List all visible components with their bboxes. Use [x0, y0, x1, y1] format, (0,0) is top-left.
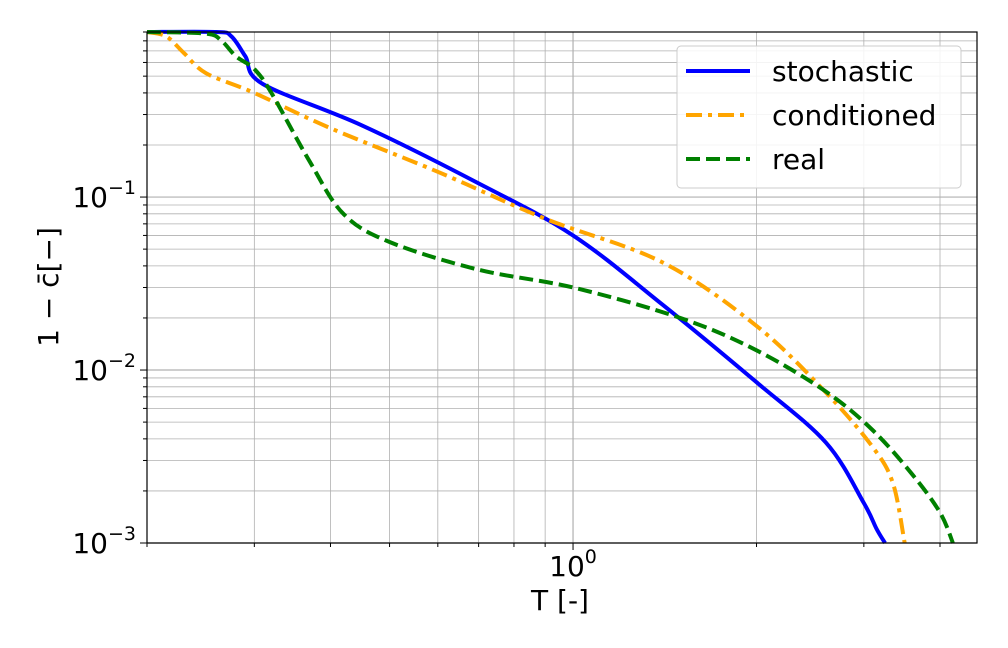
series-line-conditioned: [146, 30, 907, 544]
series-lines: [146, 29, 955, 545]
legend: stochastic conditioned real: [676, 45, 962, 189]
legend-label-stochastic: stochastic: [772, 55, 914, 88]
y-tick-label: 10−2: [72, 350, 136, 387]
series-line-stochastic: [146, 29, 887, 545]
y-axis-label: 1 − c̄[−]: [32, 227, 65, 347]
x-tick-label: 100: [549, 546, 597, 583]
legend-box: [676, 45, 962, 189]
series-line-real: [146, 30, 955, 544]
x-axis-label: T [-]: [530, 584, 589, 617]
ticks: 100 10−1 10−2 10−3: [72, 31, 941, 583]
legend-label-real: real: [772, 143, 825, 176]
y-tick-label: 10−1: [72, 177, 136, 214]
legend-label-conditioned: conditioned: [772, 99, 936, 132]
y-tick-label: 10−3: [72, 523, 136, 560]
